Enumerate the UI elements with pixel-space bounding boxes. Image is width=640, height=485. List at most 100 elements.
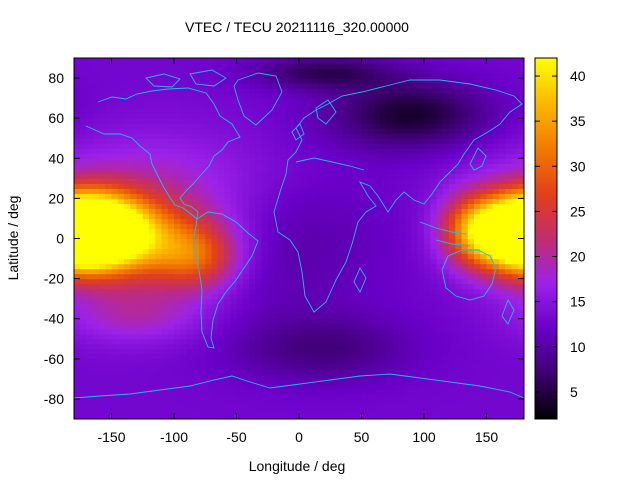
heatmap-cell bbox=[411, 203, 419, 210]
heatmap-cell bbox=[174, 113, 181, 119]
heatmap-cell bbox=[324, 403, 331, 410]
heatmap-cell bbox=[142, 133, 150, 139]
heatmap-cell bbox=[124, 143, 131, 149]
heatmap-cell bbox=[124, 223, 131, 230]
heatmap-cell bbox=[280, 273, 288, 280]
heatmap-cell bbox=[86, 73, 94, 79]
heatmap-cell bbox=[267, 73, 275, 79]
heatmap-cell bbox=[355, 263, 363, 270]
heatmap-cell bbox=[480, 138, 488, 144]
heatmap-cell bbox=[386, 248, 394, 255]
heatmap-cell bbox=[449, 203, 456, 210]
heatmap-cell bbox=[399, 283, 406, 290]
heatmap-cell bbox=[311, 323, 319, 330]
heatmap-cell bbox=[236, 98, 244, 104]
heatmap-cell bbox=[230, 138, 238, 144]
heatmap-cell bbox=[92, 338, 100, 345]
heatmap-cell bbox=[499, 113, 506, 119]
heatmap-cell bbox=[467, 303, 475, 310]
heatmap-cell bbox=[367, 158, 375, 164]
heatmap-cell bbox=[230, 183, 238, 189]
heatmap-cell bbox=[142, 288, 150, 295]
heatmap-cell bbox=[405, 268, 413, 275]
heatmap-cell bbox=[336, 118, 344, 124]
heatmap-cell bbox=[217, 178, 225, 184]
heatmap-cell bbox=[499, 398, 506, 405]
heatmap-cell bbox=[455, 138, 463, 144]
heatmap-cell bbox=[411, 393, 419, 400]
heatmap-cell bbox=[499, 243, 506, 250]
heatmap-cell bbox=[117, 263, 125, 270]
heatmap-cell bbox=[136, 248, 144, 255]
heatmap-cell bbox=[417, 318, 425, 325]
heatmap-cell bbox=[374, 183, 381, 189]
heatmap-cell bbox=[342, 78, 350, 84]
heatmap-cell bbox=[442, 388, 450, 395]
heatmap-cell bbox=[192, 88, 200, 94]
heatmap-cell bbox=[192, 368, 200, 375]
heatmap-cell bbox=[449, 213, 456, 220]
heatmap-cell bbox=[80, 243, 88, 250]
heatmap-cell bbox=[149, 408, 156, 415]
heatmap-cell bbox=[217, 398, 225, 405]
heatmap-cell bbox=[424, 88, 431, 94]
heatmap-cell bbox=[211, 258, 219, 265]
heatmap-cell bbox=[242, 73, 250, 79]
heatmap-cell bbox=[242, 163, 250, 169]
heatmap-cell bbox=[255, 393, 263, 400]
heatmap-cell bbox=[461, 248, 469, 255]
heatmap-cell bbox=[474, 308, 481, 315]
heatmap-cell bbox=[192, 133, 200, 139]
heatmap-cell bbox=[186, 138, 194, 144]
heatmap-cell bbox=[436, 203, 444, 210]
heatmap-cell bbox=[299, 243, 306, 250]
heatmap-cell bbox=[74, 158, 81, 164]
heatmap-cell bbox=[349, 88, 356, 94]
heatmap-cell bbox=[292, 198, 300, 204]
heatmap-cell bbox=[499, 268, 506, 275]
heatmap-cell bbox=[367, 243, 375, 250]
heatmap-cell bbox=[217, 158, 225, 164]
heatmap-cell bbox=[417, 278, 425, 285]
heatmap-cell bbox=[74, 278, 81, 285]
heatmap-cell bbox=[324, 103, 331, 109]
heatmap-cell bbox=[517, 103, 524, 109]
heatmap-cell bbox=[217, 98, 225, 104]
heatmap-cell bbox=[499, 368, 506, 375]
heatmap-cell bbox=[392, 323, 400, 330]
heatmap-cell bbox=[449, 363, 456, 370]
heatmap-cell bbox=[342, 273, 350, 280]
heatmap-cell bbox=[224, 263, 231, 270]
heatmap-cell bbox=[361, 103, 369, 109]
heatmap-cell bbox=[186, 78, 194, 84]
heatmap-cell bbox=[474, 383, 481, 390]
heatmap-cell bbox=[199, 233, 206, 240]
heatmap-cell bbox=[417, 303, 425, 310]
heatmap-cell bbox=[186, 208, 194, 215]
heatmap-cell bbox=[442, 83, 450, 89]
heatmap-cell bbox=[492, 163, 500, 169]
heatmap-cell bbox=[267, 353, 275, 360]
heatmap-cell bbox=[349, 293, 356, 300]
heatmap-cell bbox=[155, 118, 163, 124]
heatmap-cell bbox=[349, 208, 356, 215]
heatmap-cell bbox=[136, 113, 144, 119]
heatmap-cell bbox=[499, 213, 506, 220]
heatmap-cell bbox=[217, 358, 225, 365]
heatmap-cell bbox=[511, 153, 519, 159]
heatmap-cell bbox=[149, 68, 156, 74]
heatmap-cell bbox=[292, 313, 300, 320]
heatmap-cell bbox=[449, 193, 456, 199]
heatmap-cell bbox=[274, 183, 281, 189]
heatmap-cell bbox=[324, 373, 331, 380]
heatmap-cell bbox=[480, 353, 488, 360]
heatmap-cell bbox=[474, 198, 481, 204]
heatmap-cell bbox=[324, 243, 331, 250]
heatmap-cell bbox=[80, 213, 88, 220]
heatmap-cell bbox=[299, 118, 306, 124]
heatmap-cell bbox=[517, 238, 524, 245]
heatmap-cell bbox=[130, 73, 138, 79]
heatmap-cell bbox=[305, 243, 313, 250]
heatmap-cell bbox=[230, 133, 238, 139]
heatmap-cell bbox=[480, 233, 488, 240]
